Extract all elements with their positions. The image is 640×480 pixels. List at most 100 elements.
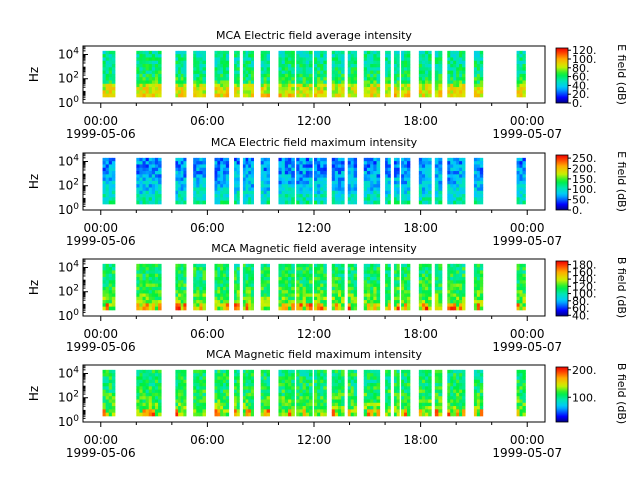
heatmap-cell [456,383,460,387]
heatmap-cell [406,77,411,81]
heatmap-cell [317,54,321,58]
heatmap-cell [323,369,327,374]
heatmap-cell [151,296,156,301]
heatmap-cell [175,392,179,397]
heatmap-cell [111,369,116,374]
heatmap-cell [404,197,408,202]
heatmap-cell [314,54,318,58]
heatmap-cell [196,157,200,162]
heatmap-cell [142,73,147,78]
heatmap-cell [396,392,400,397]
heatmap-cell [376,54,381,58]
heatmap-cell [145,164,150,169]
heatmap-cell [223,161,227,165]
heatmap-cell [234,389,238,394]
heatmap-cell [202,296,207,301]
heatmap-cell [337,376,342,381]
heatmap-cell [196,376,200,381]
heatmap-cell [220,376,224,381]
heatmap-cell [202,412,207,417]
heatmap-cell [341,376,345,381]
heatmap-cell [178,263,182,268]
heatmap-cell [248,174,252,178]
heatmap-cell [309,197,313,202]
heatmap-cell [302,73,307,78]
heatmap-cell [473,90,478,95]
heatmap-cell [202,383,207,387]
heatmap-cell [202,60,207,65]
heatmap-cell [220,303,224,308]
heatmap-cell [145,90,150,95]
heatmap-cell [376,67,381,71]
heatmap-cell [309,379,313,384]
heatmap-cell [196,373,200,377]
heatmap-cell [320,300,324,304]
heatmap-cell [223,64,227,68]
heatmap-cell [245,402,249,407]
heatmap-cell [334,180,339,185]
heatmap-cell [421,50,426,55]
heatmap-cell [296,177,300,182]
heatmap-cell [248,283,252,288]
heatmap-cell [421,87,426,91]
heatmap-cell [196,187,200,192]
heatmap-cell [366,293,371,298]
heatmap-cell [158,87,162,91]
heatmap-cell [428,57,432,62]
heatmap-cell [302,171,307,175]
heatmap-cell [151,280,156,284]
heatmap-cell [291,293,295,298]
heatmap-cell [178,64,182,68]
heatmap-cell [196,392,200,397]
heatmap-cell [522,197,526,202]
heatmap-cell [393,373,398,377]
heatmap-cell [234,379,238,384]
heatmap-cell [225,273,230,278]
heatmap-cell [263,57,268,62]
heatmap-cell [102,270,107,275]
heatmap-cell [363,57,368,62]
heatmap-cell [428,376,432,381]
heatmap-cell [341,167,345,172]
heatmap-cell [401,73,405,78]
heatmap-cell [234,57,238,62]
heatmap-cell [473,300,478,304]
heatmap-cell [350,306,355,311]
heatmap-cell [234,54,238,58]
heatmap-cell [373,373,377,377]
heatmap-cell [151,383,156,387]
heatmap-cell [305,409,310,414]
heatmap-cell [350,77,355,81]
heatmap-cell [148,290,153,294]
heatmap-cell [434,93,439,98]
heatmap-cell [314,161,318,165]
heatmap-cell [245,277,249,281]
heatmap-cell [320,383,324,387]
heatmap-cell [479,184,484,188]
heatmap-cell [434,73,439,78]
heatmap-cell [434,389,439,394]
heatmap-cell [266,386,270,390]
heatmap-cell [248,409,252,414]
heatmap-cell [111,67,116,71]
heatmap-cell [401,373,405,377]
heatmap-cell [456,379,460,384]
heatmap-cell [260,300,265,304]
heatmap-cell [199,171,203,175]
heatmap-cell [456,167,460,172]
heatmap-cell [148,73,153,78]
data-segment [136,50,162,98]
heatmap-cell [260,174,265,178]
heatmap-cell [462,60,466,65]
heatmap-cell [347,161,352,165]
heatmap-cell [136,267,140,271]
heatmap-cell [453,190,457,195]
heatmap-cell [284,77,289,81]
heatmap-cell [434,383,439,387]
heatmap-cell [199,392,203,397]
data-segment [401,263,411,311]
heatmap-cell [154,300,159,304]
heatmap-cell [404,83,408,88]
heatmap-cell [401,392,405,397]
heatmap-cell [393,376,398,381]
